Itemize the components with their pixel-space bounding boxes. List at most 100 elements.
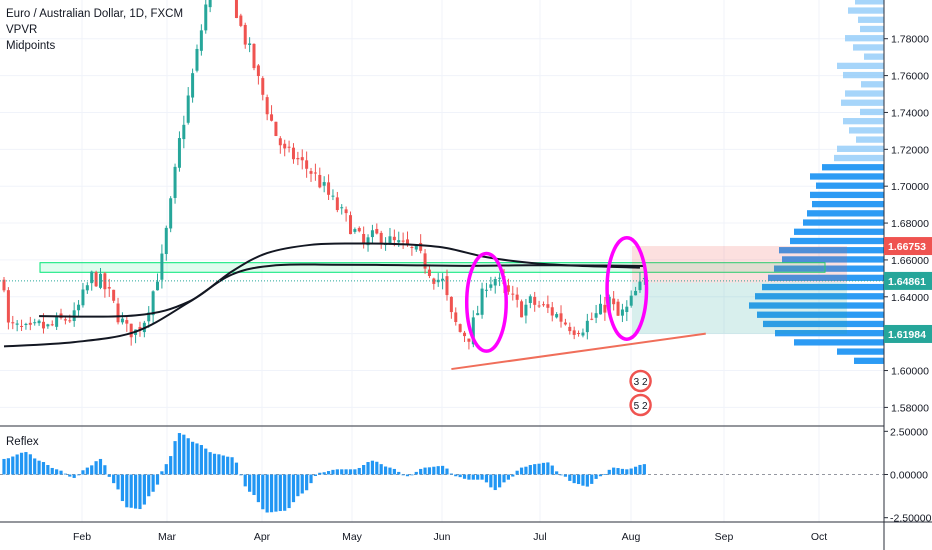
candle-body [524,304,528,316]
time-tick-label: Apr [254,531,271,543]
reflex-bar [392,468,396,475]
indicator-vpvr[interactable]: VPVR [6,24,38,36]
candle-body [449,296,453,313]
candle-body [261,78,265,95]
reflex-bar [620,468,625,475]
candle-body [256,65,260,77]
indicator-midpoints[interactable]: Midpoints [6,40,56,52]
reflex-bar [625,469,629,475]
volume-profile-bar [807,210,884,217]
volume-profile-bar [848,7,884,14]
volume-profile-bar [861,81,884,88]
reflex-bar [46,465,50,475]
reflex-bar [603,473,607,475]
symbol-title[interactable]: Euro / Australian Dollar, 1D, FXCM [6,8,184,20]
candle-body [287,146,291,148]
time-tick-label: Jun [434,531,451,543]
candle-body [555,314,559,318]
reflex-legend[interactable]: Reflex [6,436,39,448]
moving-average-fast [39,242,641,318]
reflex-bar [484,474,489,483]
volume-profile-bar [810,173,884,180]
candle-body [388,236,392,245]
candle-body [348,215,352,235]
reflex-bar [212,453,217,475]
reflex-histogram [0,425,884,513]
reflex-bar [59,470,63,475]
candle-body [151,291,155,316]
candle-body [616,301,620,316]
price-tag-bg [884,237,932,256]
candle-body [6,290,10,323]
reflex-bar [6,458,10,475]
reflex-bar [322,472,326,475]
reflex-bar [81,470,85,475]
reflex-bar [243,474,247,487]
reflex-bar [498,474,502,488]
reflex-bar [76,474,81,476]
candle-body [204,4,208,31]
reflex-bar [612,467,616,475]
reflex-bar [182,434,186,475]
candle-body [77,304,81,311]
reflex-bar [305,474,309,491]
candle-body [598,303,602,315]
time-tick-label: May [342,531,363,543]
reflex-bar [414,471,418,475]
candle-body [50,324,54,326]
reflex-bar [598,474,603,477]
reflex-bar [283,474,287,511]
candle-body [234,0,238,19]
reflex-bar [33,458,37,475]
candle-body [20,325,24,327]
reflex-bar [278,474,282,512]
reflex-bar [155,474,160,485]
volume-profile-bar [803,219,884,226]
candle-body [340,207,344,209]
volume-profile-bar [810,191,884,199]
price-tag-label: 1.66753 [888,241,926,253]
reflex-tick-label: 0.00000 [890,470,928,482]
candle-body [169,198,173,229]
reflex-bar [24,452,28,475]
reflex-title: Reflex [6,436,39,448]
candle-body [129,323,133,338]
candle-body [98,273,102,288]
moving-average-slow [3,263,645,348]
chart-legend: Euro / Australian Dollar, 1D, FXCM VPVR … [6,6,183,54]
reflex-bar [125,474,129,508]
volume-profile-bar [794,339,884,346]
reflex-bar [11,456,15,475]
reflex-bar [287,474,291,509]
price-tick-label: 1.78000 [891,34,929,46]
moving-averages [3,242,645,348]
reflex-bar [515,470,519,475]
candle-body [638,281,642,291]
candle-body [432,278,436,284]
reflex-bar [388,467,392,475]
candle-body [594,313,598,318]
candle-body [629,295,633,306]
time-tick-label: Feb [73,531,91,543]
reflex-bar [177,433,182,475]
reflex-bar [269,474,274,513]
volume-profile-bar [790,237,884,245]
candle-body [173,166,177,198]
volume-profile-bar [853,44,884,51]
price-tag: 1.64861 [884,271,932,290]
price-tick-label: 1.72000 [891,144,929,156]
price-tick-label: 1.66000 [891,255,929,267]
price-tag-label: 1.61984 [888,329,926,341]
candle-body [489,284,493,288]
volume-profile-bar [837,348,884,355]
candle-body [406,239,410,246]
candle-body [24,323,28,325]
candle-body [283,143,287,149]
candle-body [41,321,45,329]
reflex-bar [340,469,344,475]
candle-body [177,138,181,168]
price-tag: 1.66753 [884,237,932,256]
time-tick-label: Oct [811,531,827,543]
candle-body [15,323,19,325]
